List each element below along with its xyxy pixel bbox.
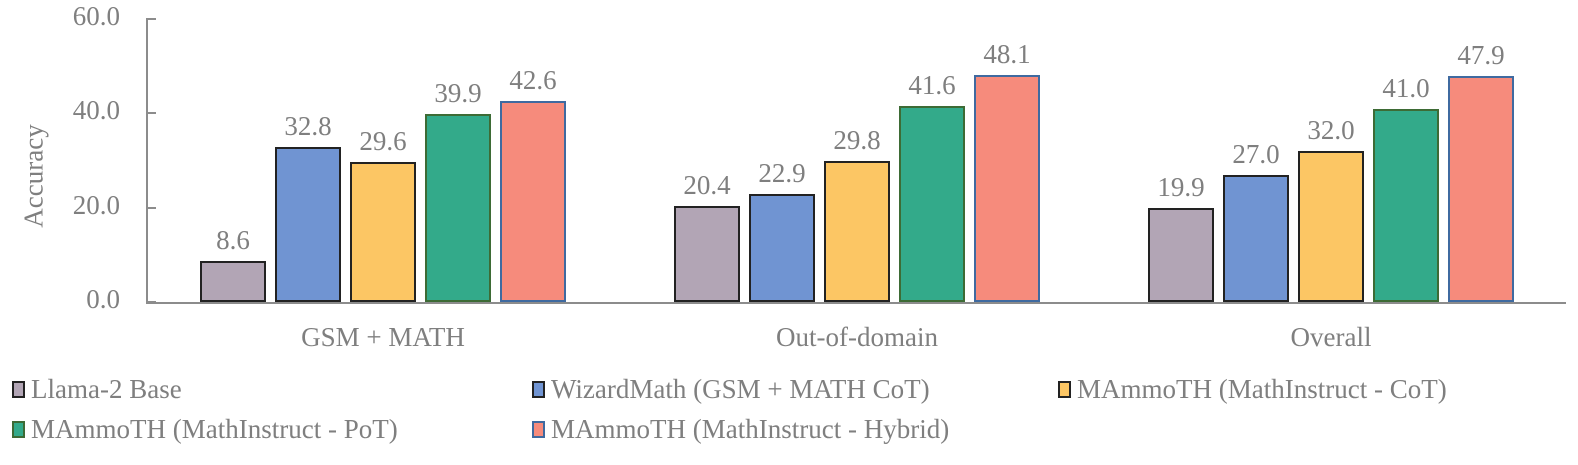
legend-swatch-icon [532,381,545,398]
y-tick-mark [146,18,156,20]
y-tick-mark [146,112,156,115]
y-tick-label: 0.0 [86,284,120,314]
bar-value-label: 48.1 [983,39,1031,70]
y-tick-label: 40.0 [72,95,120,126]
legend: Llama-2 Base WizardMath (GSM + MATH CoT) M… [0,368,1578,463]
bar [974,75,1040,302]
legend-label: MAmmoTH (MathInstruct - Hybrid) [551,414,950,444]
bar [674,205,740,302]
bar-value-label: 29.6 [359,126,407,157]
bar [200,261,266,302]
bar-value-label: 8.6 [216,225,250,256]
legend-label: Llama-2 Base [31,374,182,404]
bar-value-label: 41.6 [908,69,956,100]
y-tick-label: 20.0 [72,189,120,220]
bar [500,101,566,302]
bar-value-label: 32.8 [284,111,332,142]
bar-value-label: 32.0 [1307,115,1355,146]
bar-value-label: 20.4 [683,169,731,200]
bar [350,162,416,302]
legend-label: WizardMath (GSM + MATH CoT) [551,374,930,404]
bar [1223,174,1289,302]
y-axis-line [146,18,148,303]
x-category-label: GSM + MATH [301,322,465,352]
legend-swatch-icon [12,421,25,438]
bar [425,113,491,302]
bar [749,193,815,302]
x-axis-line [146,302,1566,304]
legend-label: MAmmoTH (MathInstruct - CoT) [1077,374,1447,404]
bar [824,161,890,302]
legend-item: MAmmoTH (MathInstruct - PoT) [12,414,398,445]
bar-value-label: 29.8 [833,125,881,156]
bar-value-label: 22.9 [758,157,806,188]
legend-label: MAmmoTH (MathInstruct - PoT) [31,414,398,444]
x-category-label: Overall [1290,322,1372,352]
y-tick-label: 60.0 [72,1,120,31]
bar [1298,151,1364,302]
y-tick-mark [146,301,156,303]
y-tick-mark [146,206,156,209]
bar-value-label: 27.0 [1232,138,1280,169]
legend-item: Llama-2 Base [12,374,182,405]
legend-item: WizardMath (GSM + MATH CoT) [532,374,930,405]
legend-swatch-icon [532,421,545,438]
legend-item: MAmmoTH (MathInstruct - Hybrid) [532,414,949,445]
legend-item: MAmmoTH (MathInstruct - CoT) [1058,374,1447,405]
bar [1148,208,1214,302]
bar-value-label: 19.9 [1157,172,1205,203]
legend-swatch-icon [12,381,25,398]
legend-swatch-icon [1058,381,1071,398]
bar [899,105,965,302]
bar-value-label: 41.0 [1382,72,1430,103]
bar [275,147,341,302]
bar-value-label: 42.6 [509,65,557,96]
bar-value-label: 39.9 [434,77,482,108]
bar [1373,108,1439,302]
bar-value-label: 47.9 [1457,40,1505,71]
bar-chart: Accuracy 0.0 20.0 40.0 60.0 8.6 32.8 29.6 39.9… [19,1,1566,352]
x-category-label: Out-of-domain [776,322,938,352]
bar [1448,76,1514,302]
